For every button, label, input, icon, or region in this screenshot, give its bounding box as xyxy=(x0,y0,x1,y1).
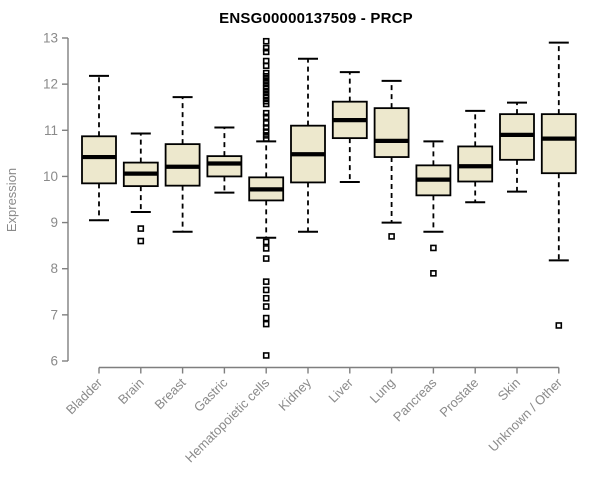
outlier-point xyxy=(262,100,270,108)
outlier-point xyxy=(388,233,395,240)
outlier-point xyxy=(137,225,145,232)
y-tick-label: 8 xyxy=(50,261,58,276)
boxplot-group xyxy=(373,79,410,240)
x-tick-label: Bladder xyxy=(63,375,106,418)
x-tick-label: Pancreas xyxy=(390,375,440,425)
outlier-point xyxy=(262,124,270,131)
outlier-point xyxy=(137,237,145,245)
y-tick-label: 13 xyxy=(43,31,58,46)
y-tick-label: 11 xyxy=(44,123,58,138)
x-tick-label: Gastric xyxy=(191,375,231,415)
x-tick-label: Brain xyxy=(115,375,147,407)
outlier-point xyxy=(262,314,270,322)
boxplot-group xyxy=(122,132,159,245)
outlier-point xyxy=(262,135,270,142)
x-tick-label: Breast xyxy=(152,375,189,412)
boxplot-group xyxy=(457,109,494,204)
y-tick-label: 12 xyxy=(43,77,58,92)
outlier-point xyxy=(262,294,270,302)
outlier-point xyxy=(555,322,563,329)
boxplot-group xyxy=(499,101,535,193)
iqr-box xyxy=(206,155,243,178)
iqr-box xyxy=(457,145,494,183)
y-tick-label: 9 xyxy=(50,215,58,230)
iqr-box xyxy=(373,107,410,158)
outlier-point xyxy=(262,48,270,56)
iqr-box xyxy=(540,113,577,175)
boxplot-group xyxy=(540,41,577,329)
y-tick-label: 7 xyxy=(50,307,58,322)
y-axis-title: Expression xyxy=(4,167,19,233)
boxplot-group xyxy=(81,74,117,222)
outlier-point xyxy=(262,44,270,52)
boxplot-group xyxy=(164,96,201,233)
outlier-point xyxy=(262,37,270,45)
x-tick-label: Unknown / Other xyxy=(485,375,565,455)
x-tick-label: Lung xyxy=(367,375,398,406)
outlier-point xyxy=(430,244,437,252)
x-tick-label: Liver xyxy=(325,375,356,406)
x-tick-label: Prostate xyxy=(436,375,481,420)
outlier-point xyxy=(262,109,270,117)
outlier-point xyxy=(262,245,270,252)
x-tick-label: Skin xyxy=(495,375,523,403)
outlier-point xyxy=(262,128,270,135)
x-tick-label: Kidney xyxy=(275,375,314,414)
outlier-point xyxy=(262,113,270,121)
iqr-box xyxy=(81,135,117,185)
outlier-point xyxy=(262,320,270,328)
outlier-point xyxy=(262,303,270,310)
boxplot-group xyxy=(248,37,285,359)
boxplot-group xyxy=(206,126,243,194)
boxplot-group xyxy=(331,71,368,183)
outlier-point xyxy=(262,238,270,246)
chart-title: ENSG00000137509 - PRCP xyxy=(219,10,413,27)
outlier-point xyxy=(262,120,270,127)
boxplot-group xyxy=(415,140,452,277)
outlier-point xyxy=(262,278,270,285)
outlier-point xyxy=(262,255,270,262)
y-tick-label: 6 xyxy=(50,354,58,369)
outlier-point xyxy=(430,270,437,277)
outlier-point xyxy=(262,286,270,294)
y-tick-label: 10 xyxy=(43,169,58,184)
boxplot-group xyxy=(290,57,326,233)
outlier-point xyxy=(262,352,270,359)
outlier-point xyxy=(262,62,270,69)
